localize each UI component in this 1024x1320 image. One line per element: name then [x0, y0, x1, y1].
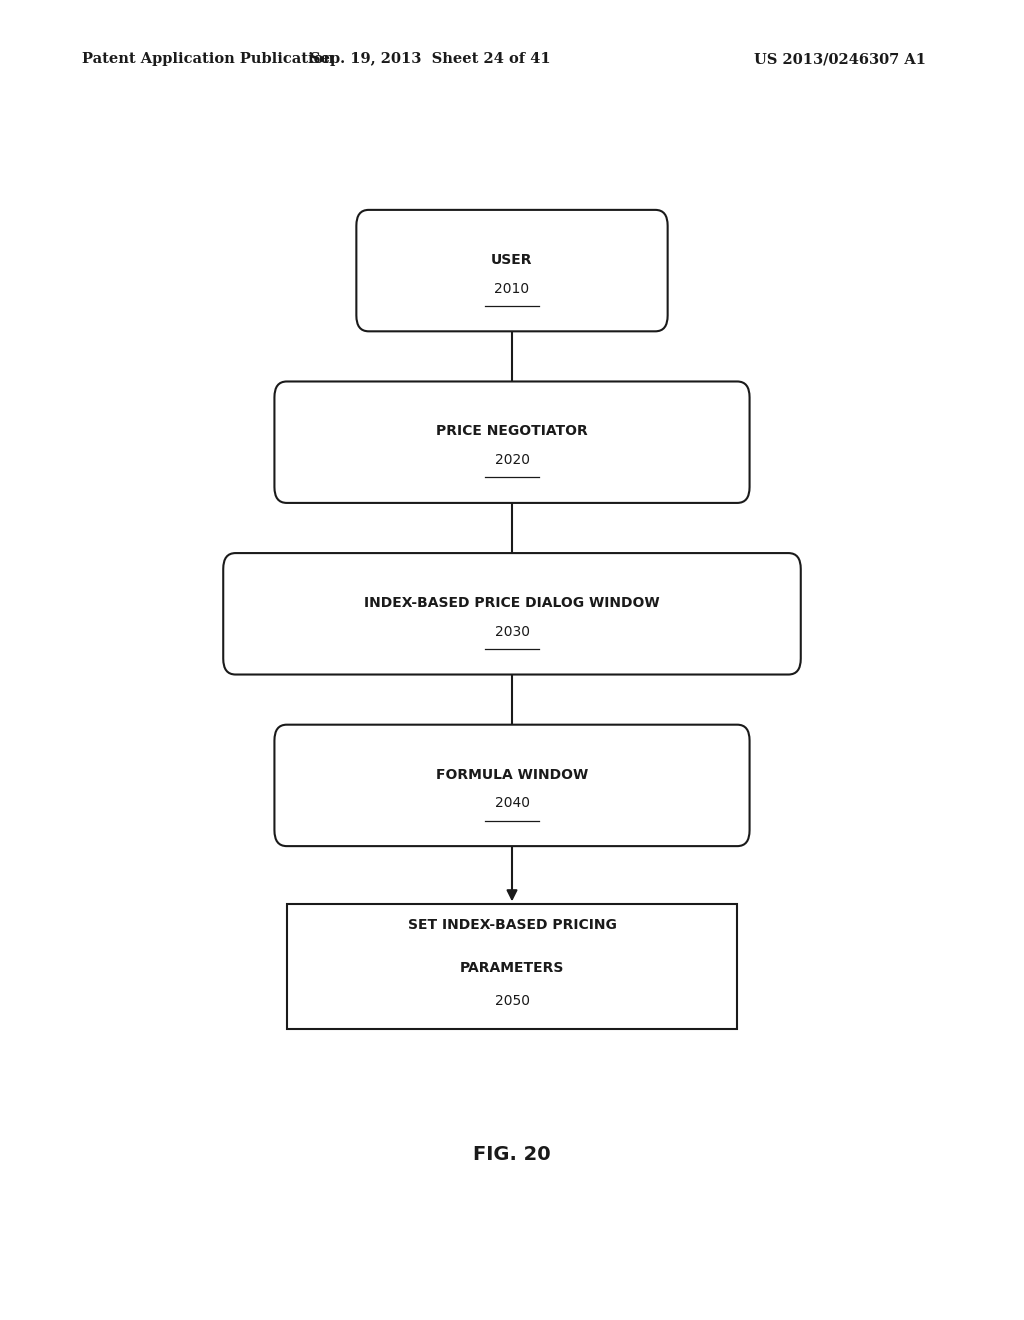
Text: USER: USER [492, 253, 532, 267]
Text: PRICE NEGOTIATOR: PRICE NEGOTIATOR [436, 425, 588, 438]
Text: INDEX-BASED PRICE DIALOG WINDOW: INDEX-BASED PRICE DIALOG WINDOW [365, 597, 659, 610]
Text: Sep. 19, 2013  Sheet 24 of 41: Sep. 19, 2013 Sheet 24 of 41 [310, 53, 550, 66]
Text: 2020: 2020 [495, 453, 529, 467]
FancyBboxPatch shape [274, 381, 750, 503]
Bar [287, 903, 737, 1030]
Text: FORMULA WINDOW: FORMULA WINDOW [436, 768, 588, 781]
Text: SET INDEX-BASED PRICING: SET INDEX-BASED PRICING [408, 919, 616, 932]
Text: 2040: 2040 [495, 796, 529, 810]
Text: FIG. 20: FIG. 20 [473, 1146, 551, 1164]
Text: US 2013/0246307 A1: US 2013/0246307 A1 [754, 53, 926, 66]
FancyBboxPatch shape [274, 725, 750, 846]
Text: Patent Application Publication: Patent Application Publication [82, 53, 334, 66]
Text: 2050: 2050 [495, 994, 529, 1007]
Text: 2010: 2010 [495, 281, 529, 296]
Text: 2030: 2030 [495, 624, 529, 639]
FancyBboxPatch shape [223, 553, 801, 675]
Text: PARAMETERS: PARAMETERS [460, 961, 564, 974]
FancyBboxPatch shape [356, 210, 668, 331]
